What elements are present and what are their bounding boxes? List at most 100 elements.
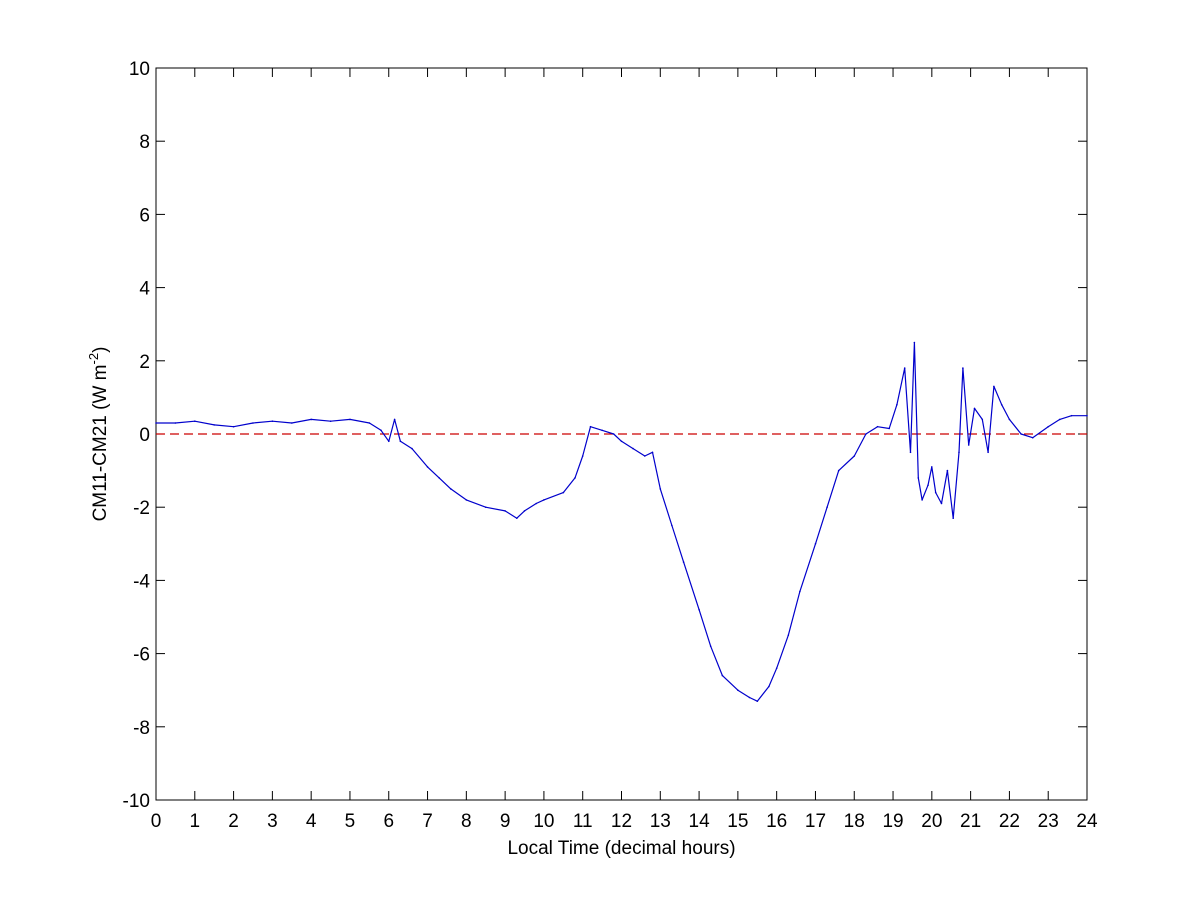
x-tick-label: 17 <box>805 811 826 832</box>
data-point <box>450 488 452 490</box>
data-point <box>329 420 332 423</box>
y-tick-label: -4 <box>133 571 150 592</box>
data-point <box>310 418 313 421</box>
x-tick-label: 11 <box>573 811 593 832</box>
data-point <box>917 477 920 479</box>
y-axis-label-sup: -2 <box>86 353 101 365</box>
y-tick-label: 2 <box>139 352 150 373</box>
x-tick-label: 2 <box>228 811 239 832</box>
data-point <box>651 451 654 454</box>
data-point <box>562 491 565 494</box>
data-point <box>962 367 964 369</box>
x-tick-label: 13 <box>650 811 671 832</box>
y-tick-label: -2 <box>133 498 150 519</box>
data-point <box>504 510 506 512</box>
data-point <box>1047 425 1049 428</box>
data-point <box>896 403 898 406</box>
x-tick-label: 20 <box>921 811 942 832</box>
data-point <box>523 510 526 512</box>
data-point <box>756 700 759 702</box>
y-tick-label: 4 <box>139 279 150 300</box>
data-point <box>465 499 468 501</box>
x-tick-label: 0 <box>151 811 162 832</box>
x-tick-label: 8 <box>461 811 472 832</box>
x-axis-label: Local Time (decimal hours) <box>507 838 735 859</box>
y-axis-label-main: CM11-CM21 (W m <box>90 364 111 521</box>
data-point <box>682 561 685 563</box>
data-point <box>888 427 890 430</box>
x-tick-label: 7 <box>422 811 433 832</box>
data-point <box>775 667 778 669</box>
data-point <box>671 524 673 527</box>
data-point <box>913 341 916 344</box>
x-tick-label: 10 <box>533 811 554 832</box>
data-point <box>698 608 700 611</box>
data-point <box>644 455 646 457</box>
data-point <box>1008 418 1011 421</box>
data-point <box>1086 414 1088 417</box>
y-tick-label: 10 <box>129 59 150 80</box>
x-tick-label: 6 <box>383 811 394 832</box>
data-point <box>865 433 867 435</box>
data-point <box>601 429 603 432</box>
y-tick-label: 0 <box>139 425 150 446</box>
y-tick-label: -6 <box>133 645 150 666</box>
x-tick-label: 15 <box>727 811 748 832</box>
data-point <box>927 484 929 487</box>
data-point <box>380 429 382 432</box>
x-tick-label: 4 <box>306 811 317 832</box>
data-point <box>768 685 770 688</box>
x-tick-label: 21 <box>960 811 981 832</box>
y-tick-label: 6 <box>139 205 150 226</box>
data-point <box>1070 414 1073 417</box>
data-point <box>589 425 592 428</box>
data-point <box>967 444 970 446</box>
y-axis-label: CM11-CM21 (W m-2) <box>86 347 111 522</box>
x-tick-label: 23 <box>1038 811 1059 832</box>
x-tick-label: 19 <box>882 811 903 832</box>
data-point <box>388 440 390 443</box>
data-point <box>921 499 923 501</box>
data-point <box>876 425 879 428</box>
x-tick-label: 1 <box>190 811 201 832</box>
data-point <box>543 499 545 501</box>
data-point <box>787 634 790 637</box>
data-point <box>612 433 615 435</box>
data-point <box>909 451 912 454</box>
data-point <box>903 367 906 369</box>
data-point <box>709 645 712 648</box>
data-point <box>1000 403 1003 406</box>
data-point <box>581 455 584 457</box>
data-point <box>952 517 954 519</box>
data-point <box>155 422 157 424</box>
data-point <box>737 689 739 691</box>
data-point <box>411 447 413 450</box>
x-tick-label: 24 <box>1076 811 1098 832</box>
data-point <box>174 422 177 424</box>
data-point <box>958 451 960 454</box>
data-point <box>271 420 274 423</box>
data-point <box>931 466 933 468</box>
data-point <box>659 488 662 490</box>
data-point <box>1059 418 1061 421</box>
data-point <box>981 418 984 421</box>
data-point <box>399 440 402 443</box>
x-tick-label: 22 <box>999 811 1020 832</box>
plot-layer: 0 1 2 3 4 5 6 7 8 9 10 11 12 13 14 15 16 17 18 19 20 21 22 23 24… <box>123 59 1098 832</box>
x-tick-label: 5 <box>345 811 356 832</box>
y-axis-label-end: ) <box>90 347 111 353</box>
data-point <box>632 447 634 450</box>
x-tick-label: 16 <box>766 811 787 832</box>
y-tick-label: -10 <box>123 791 150 812</box>
x-tick-label: 14 <box>689 811 711 832</box>
data-point <box>837 469 840 472</box>
data-point <box>934 491 937 494</box>
data-point <box>748 696 751 699</box>
data-point <box>973 407 976 410</box>
x-tick-label: 18 <box>844 811 865 832</box>
x-tick-label: 12 <box>611 811 632 832</box>
data-point <box>349 418 351 421</box>
data-point <box>393 418 396 421</box>
data-point <box>1031 436 1034 439</box>
